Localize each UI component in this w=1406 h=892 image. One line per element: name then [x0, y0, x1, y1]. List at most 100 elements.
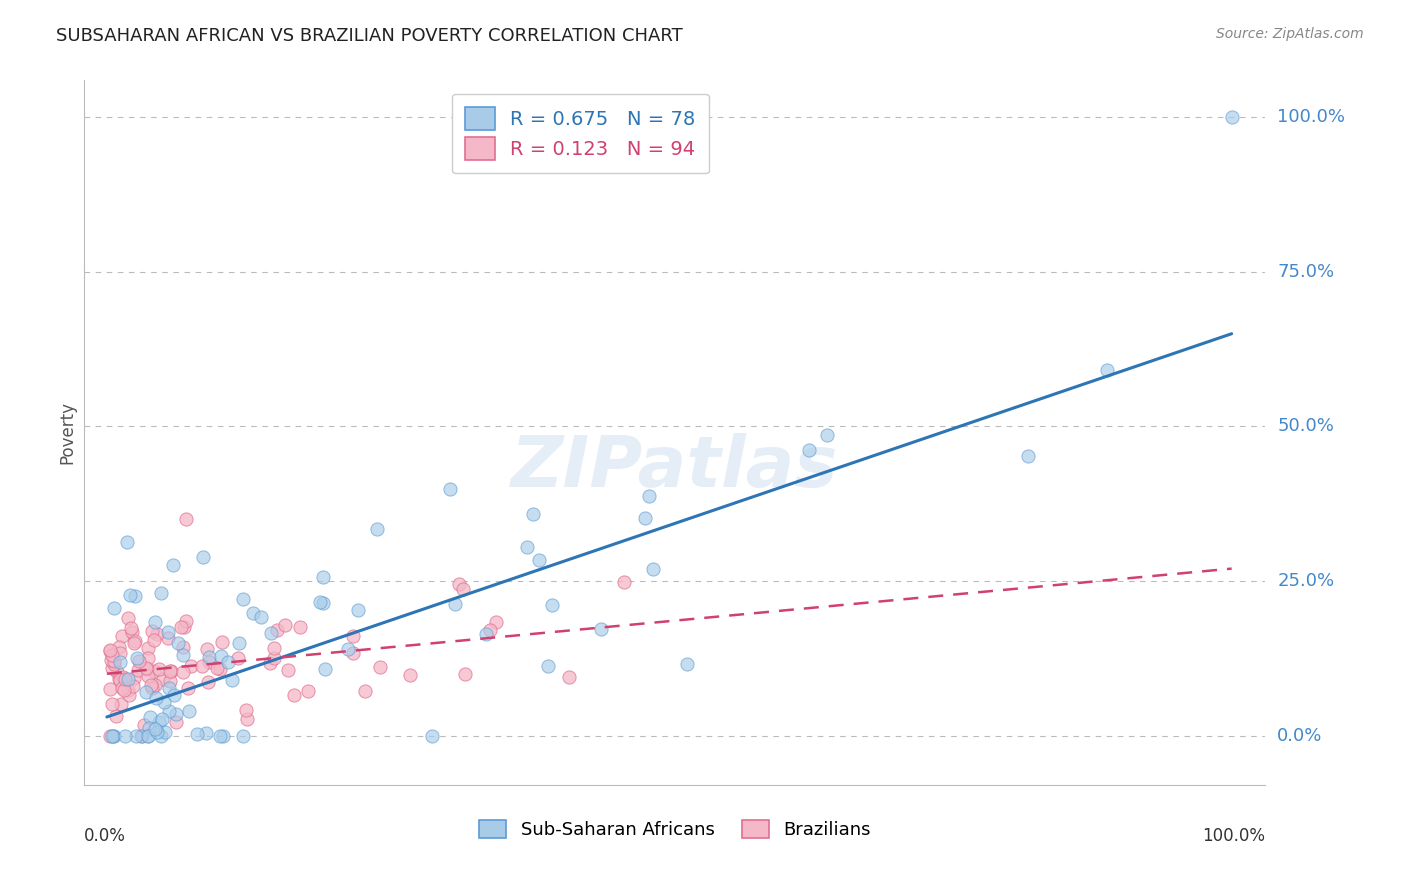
- Point: [297, 684, 319, 698]
- Text: Source: ZipAtlas.com: Source: ZipAtlas.com: [1216, 27, 1364, 41]
- Point: [152, 695, 174, 709]
- Point: [193, 549, 215, 564]
- Point: [117, 535, 139, 549]
- Point: [160, 664, 183, 678]
- Point: [399, 667, 422, 681]
- Point: [159, 665, 181, 679]
- Point: [117, 611, 139, 625]
- Point: [263, 651, 285, 665]
- Point: [100, 648, 122, 662]
- Point: [142, 633, 165, 648]
- Point: [643, 562, 665, 576]
- Point: [165, 714, 187, 729]
- Point: [676, 657, 699, 671]
- Point: [103, 601, 125, 615]
- Point: [283, 688, 305, 702]
- Point: [211, 729, 233, 743]
- Point: [439, 482, 461, 496]
- Point: [143, 615, 166, 630]
- Point: [447, 577, 470, 591]
- Text: 0.0%: 0.0%: [1277, 726, 1323, 745]
- Point: [101, 661, 124, 675]
- Point: [242, 606, 264, 620]
- Point: [103, 729, 125, 743]
- Point: [266, 624, 288, 638]
- Point: [451, 582, 474, 596]
- Point: [444, 597, 467, 611]
- Point: [98, 643, 121, 657]
- Point: [136, 668, 159, 682]
- Point: [108, 656, 131, 670]
- Point: [162, 688, 184, 702]
- Point: [159, 664, 181, 678]
- Point: [101, 729, 124, 743]
- Point: [208, 662, 231, 676]
- Point: [186, 727, 208, 741]
- Point: [98, 729, 121, 743]
- Point: [633, 511, 655, 525]
- Point: [111, 681, 134, 696]
- Point: [263, 640, 285, 655]
- Point: [232, 729, 254, 743]
- Point: [174, 614, 197, 628]
- Point: [124, 636, 146, 650]
- Text: SUBSAHARAN AFRICAN VS BRAZILIAN POVERTY CORRELATION CHART: SUBSAHARAN AFRICAN VS BRAZILIAN POVERTY …: [56, 27, 683, 45]
- Point: [152, 672, 174, 686]
- Point: [157, 631, 180, 645]
- Point: [198, 650, 221, 665]
- Point: [124, 634, 146, 648]
- Point: [277, 663, 299, 677]
- Point: [117, 672, 139, 686]
- Point: [370, 659, 392, 673]
- Point: [135, 685, 157, 699]
- Point: [121, 621, 143, 635]
- Point: [172, 648, 194, 662]
- Point: [148, 714, 170, 729]
- Point: [103, 654, 125, 668]
- Point: [129, 729, 152, 743]
- Point: [336, 642, 359, 657]
- Point: [174, 512, 197, 526]
- Point: [475, 626, 498, 640]
- Point: [211, 635, 233, 649]
- Point: [536, 659, 558, 673]
- Point: [516, 540, 538, 554]
- Point: [143, 678, 166, 692]
- Point: [124, 589, 146, 603]
- Point: [143, 723, 166, 737]
- Point: [146, 626, 169, 640]
- Point: [108, 640, 131, 655]
- Point: [125, 729, 148, 743]
- Point: [484, 615, 506, 630]
- Point: [354, 684, 377, 698]
- Point: [108, 673, 131, 687]
- Point: [209, 648, 232, 663]
- Point: [122, 679, 145, 693]
- Point: [131, 729, 153, 743]
- Point: [105, 709, 128, 723]
- Point: [613, 575, 636, 590]
- Point: [558, 670, 581, 684]
- Point: [157, 705, 180, 719]
- Text: 100.0%: 100.0%: [1277, 108, 1346, 127]
- Point: [309, 595, 332, 609]
- Point: [110, 646, 132, 660]
- Point: [217, 655, 239, 669]
- Point: [112, 670, 135, 684]
- Point: [141, 624, 163, 638]
- Point: [312, 570, 335, 584]
- Point: [150, 729, 173, 743]
- Text: 25.0%: 25.0%: [1277, 572, 1334, 590]
- Point: [522, 507, 544, 521]
- Point: [145, 691, 167, 706]
- Point: [121, 624, 143, 639]
- Point: [195, 726, 218, 740]
- Point: [148, 662, 170, 676]
- Y-axis label: Poverty: Poverty: [58, 401, 76, 464]
- Point: [250, 610, 273, 624]
- Point: [138, 729, 160, 743]
- Point: [117, 683, 139, 698]
- Point: [259, 626, 281, 640]
- Point: [155, 725, 177, 739]
- Point: [98, 682, 121, 697]
